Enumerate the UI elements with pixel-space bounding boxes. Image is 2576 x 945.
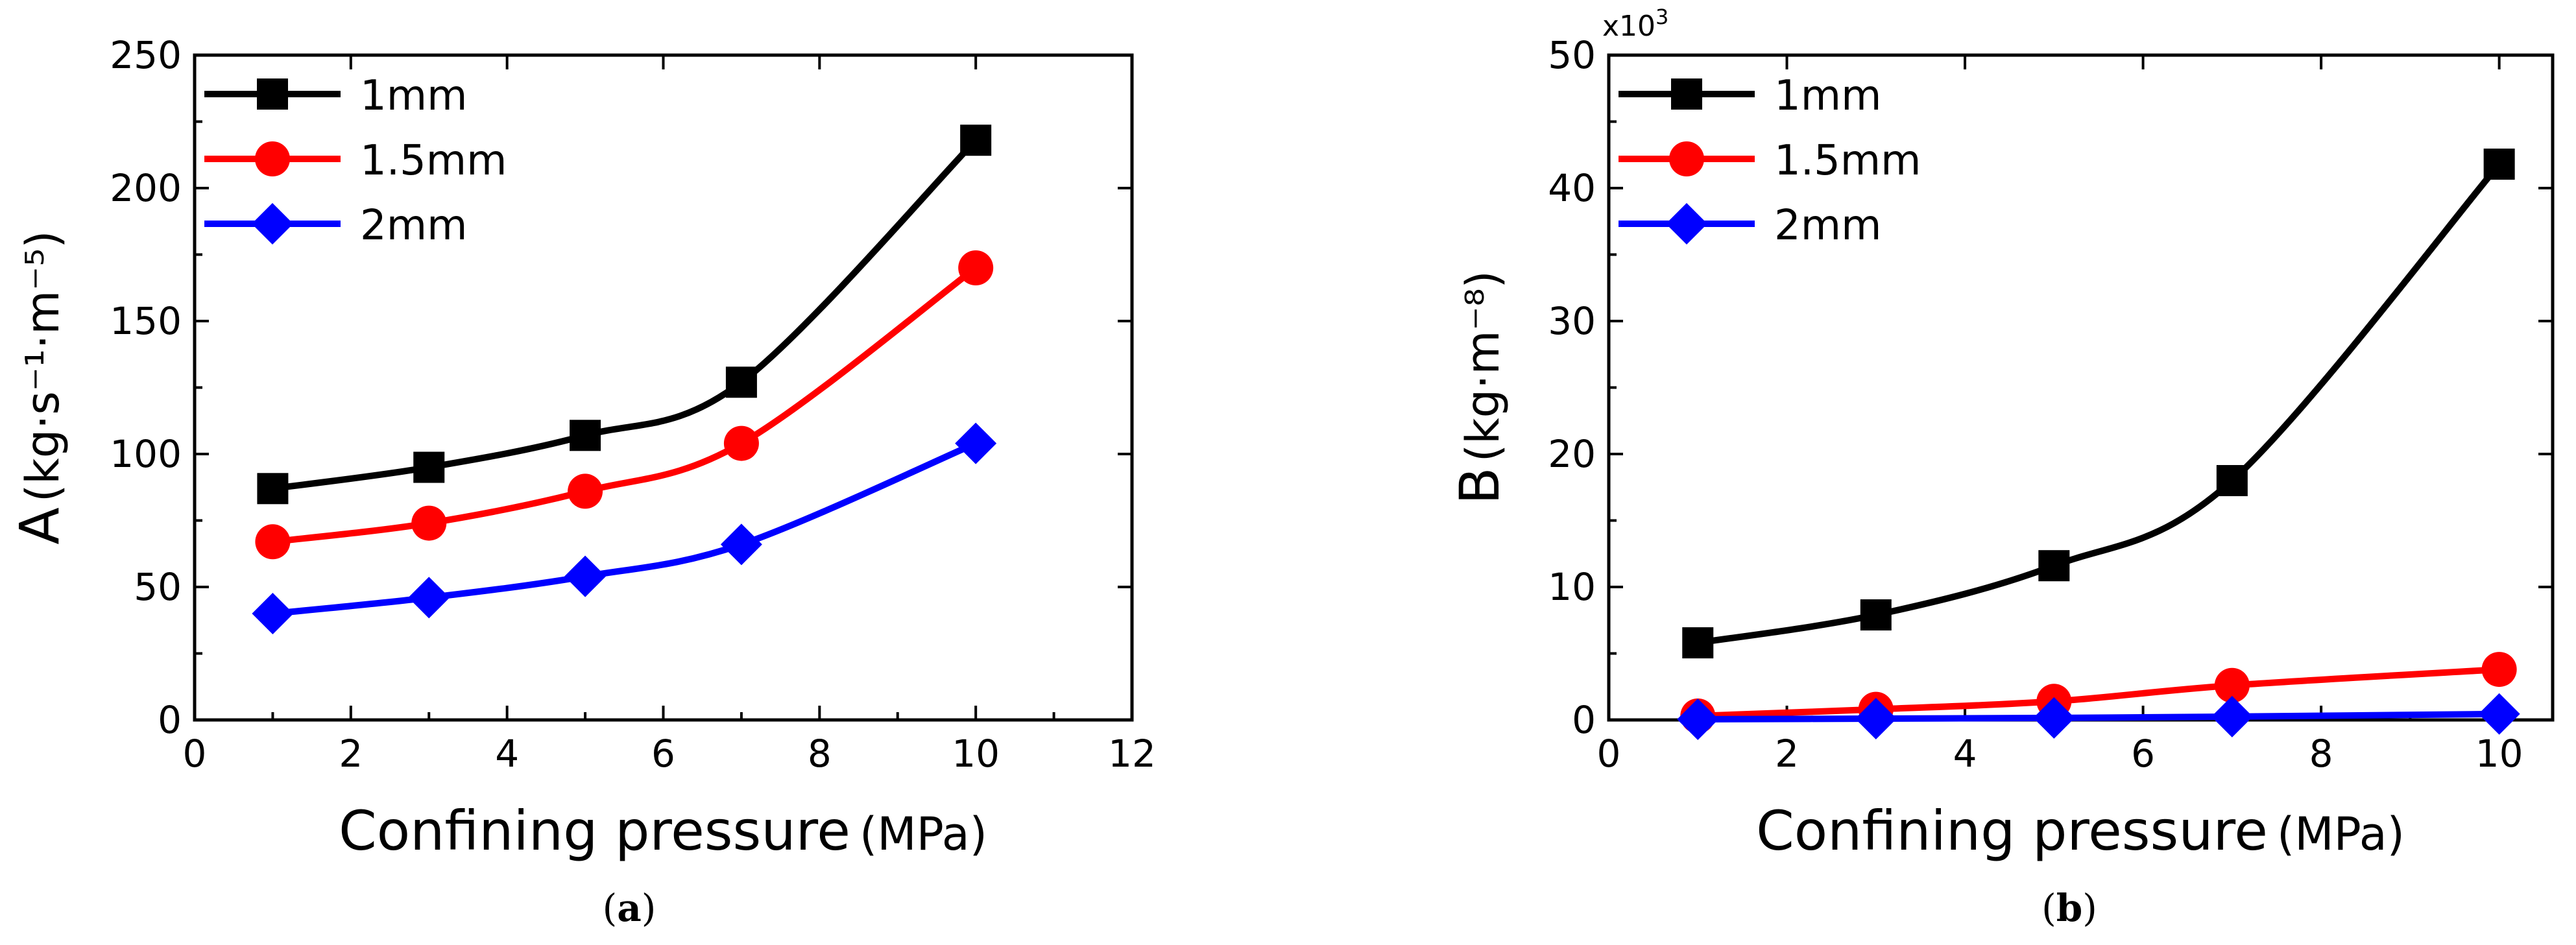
legend-label: 2mm [1774,202,1881,250]
data-point-1mm [1682,627,1714,659]
data-point-1mm [257,473,289,505]
y-multiplier-exp: 3 [1655,5,1668,29]
x-tick-label: 8 [2309,732,2333,776]
x-tick-label: 6 [651,732,675,776]
y-axis-title-unit: (kg·m⁻⁸) [1456,270,1510,462]
data-point-2mm [564,555,607,597]
data-point-1mm [413,451,445,483]
series-line-1.5mm [269,265,980,545]
legend-marker-1.5mm [255,141,290,176]
data-point-1mm [570,420,601,451]
x-tick-label: 6 [2131,732,2155,776]
caption-letter: a [617,886,642,930]
data-point-2mm [1677,698,1719,740]
legend-marker-1mm [1671,78,1702,110]
data-point-2mm [2211,695,2253,737]
data-point-1.5mm [723,425,759,461]
x-axis-title-main: Confining pressure [1756,799,2268,863]
chart-panel-a: 0 2 4 6 8 10 12 0 50 100 150 200 250 1mm 1.5mm 2mm Confi… [8,33,1156,930]
x-tick-label: 0 [1597,732,1621,776]
x-tick-label: 4 [495,732,519,776]
y-multiplier-base: x10 [1602,10,1655,43]
data-point-1mm [2483,149,2515,180]
data-point-1mm [960,125,992,156]
data-point-2mm [2478,693,2520,735]
x-tick-label: 2 [339,732,363,776]
y-tick-label: 50 [134,565,182,609]
plot-frame [1607,53,2555,722]
legend-marker-1mm [257,78,288,110]
x-tick-label: 2 [1775,732,1799,776]
x-tick-label: 12 [1108,732,1156,776]
legend-marker-2mm [1666,203,1707,245]
x-tick-label: 10 [952,732,1000,776]
data-point-2mm [2033,697,2075,739]
data-point-1.5mm [2214,667,2250,703]
series-line-1mm [269,137,980,492]
data-point-2mm [955,422,997,464]
plot-frame [193,53,1134,722]
data-point-1.5mm [958,250,994,285]
y-tick-label: 10 [1548,565,1596,609]
data-point-1mm [1860,599,1892,631]
x-tick-label: 10 [2475,732,2523,776]
x-axis-title: Confining pressure (MPa) [339,799,987,863]
y-tick-label: 250 [110,33,182,77]
data-point-2mm [720,523,762,566]
caption-close: ) [2082,886,2097,930]
y-axis-title-unit: (kg·s⁻¹·m⁻⁵) [16,230,69,502]
y-axis-title-main: A [8,507,71,544]
data-point-2mm [1855,697,1897,739]
data-point-1.5mm [255,524,291,560]
legend-marker-1.5mm [1669,141,1704,176]
y-axis-title: B (kg·m⁻⁸) [1448,270,1511,505]
series-line-1mm [1694,161,2503,647]
y-tick-label: 30 [1548,299,1596,343]
data-point-1mm [2038,550,2070,582]
legend-label: 1mm [1774,72,1881,120]
y-tick-label: 40 [1548,166,1596,210]
series-line-1.5mm [1694,666,2503,719]
y-tick-label: 150 [110,299,182,343]
legend-label: 1.5mm [360,137,507,185]
y-axis-title: A (kg·s⁻¹·m⁻⁵) [8,230,71,544]
x-axis-title-unit: (MPa) [860,807,987,861]
legend-label: 2mm [360,202,467,250]
x-axis-title-unit: (MPa) [2277,807,2405,861]
caption-open: ( [603,886,618,930]
data-point-1.5mm [2481,652,2517,688]
y-tick-label: 0 [158,698,182,742]
y-tick-label: 100 [110,432,182,476]
y-tick-label: 200 [110,166,182,210]
panel-caption: (a) [603,886,656,930]
data-point-1.5mm [411,505,447,541]
y-tick-label: 50 [1548,33,1596,77]
legend-label: 1.5mm [1774,137,1921,185]
x-tick-label: 0 [183,732,207,776]
y-axis-title-main: B [1448,467,1511,505]
data-point-1mm [2216,465,2248,496]
x-axis-title-main: Confining pressure [339,799,850,863]
y-multiplier: x103 [1602,5,1668,43]
x-tick-label: 4 [1953,732,1977,776]
y-tick-label: 0 [1572,698,1596,742]
caption-close: ) [642,886,656,930]
caption-letter: b [2056,886,2083,930]
legend-marker-2mm [252,203,293,245]
panel-caption: (b) [2041,886,2097,930]
data-point-2mm [252,593,294,634]
data-point-2mm [408,577,450,619]
x-axis-title: Confining pressure (MPa) [1756,799,2405,863]
data-point-1.5mm [568,473,603,509]
x-tick-label: 8 [808,732,832,776]
y-tick-label: 20 [1548,432,1596,476]
data-point-1mm [725,366,757,398]
legend-label: 1mm [360,72,467,120]
caption-open: ( [2041,886,2056,930]
